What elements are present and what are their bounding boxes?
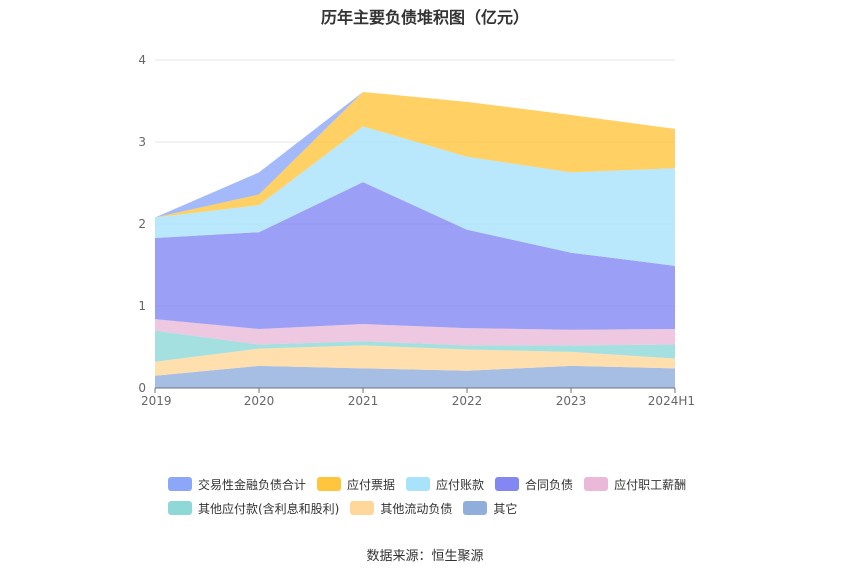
legend-item-employee-payable[interactable]: 应付职工薪酬 [584, 476, 686, 493]
legend-swatch [584, 477, 609, 491]
stacked-area-chart: 0 1 2 3 4 2019 2020 2021 2022 2023 2024H1 [138, 53, 695, 408]
legend-item-accounts-payable[interactable]: 应付账款 [406, 476, 484, 493]
area-series [155, 365, 675, 388]
legend-swatch [168, 501, 192, 515]
chart-title: 历年主要负债堆积图（亿元） [320, 8, 529, 27]
legend-item-contract-liabilities[interactable]: 合同负债 [495, 476, 573, 493]
legend-label: 其他流动负债 [380, 501, 453, 516]
legend-label: 合同负债 [525, 477, 574, 492]
legend-label: 交易性金融负债合计 [198, 477, 307, 492]
legend-swatch [463, 501, 488, 515]
area-series [155, 182, 675, 330]
legend-item-other-payables[interactable]: 其他应付款(含利息和股利) [168, 500, 339, 517]
legend-row-1: 交易性金融负债合计 应付票据 应付账款 合同负债 应付职工薪酬 [168, 472, 728, 496]
legend-swatch [350, 501, 375, 515]
area-series [155, 319, 675, 346]
x-tick-label: 2022 [452, 394, 483, 408]
x-tick-label: 2019 [141, 394, 172, 408]
y-tick-label: 3 [138, 135, 146, 149]
x-tick-label: 2024H1 [648, 394, 695, 408]
legend-swatch [317, 477, 342, 491]
legend-item-notes-payable[interactable]: 应付票据 [317, 476, 395, 493]
legend-label: 应付账款 [436, 477, 485, 492]
area-series [155, 345, 675, 376]
legend-item-others[interactable]: 其它 [463, 500, 517, 517]
y-tick-label: 0 [138, 381, 146, 395]
y-tick-label: 2 [138, 217, 146, 231]
legend-swatch [406, 477, 431, 491]
area-series [155, 91, 675, 218]
legend: 交易性金融负债合计 应付票据 应付账款 合同负债 应付职工薪酬 其他应付款(含利… [168, 472, 728, 520]
area-series [155, 91, 675, 218]
area-series [155, 330, 675, 362]
x-tick-label: 2020 [244, 394, 275, 408]
legend-swatch [168, 477, 192, 491]
x-tick-label: 2021 [348, 394, 379, 408]
legend-label: 其他应付款(含利息和股利) [198, 501, 340, 516]
legend-row-2: 其他应付款(含利息和股利) 其他流动负债 其它 [168, 496, 728, 520]
x-tick-label: 2023 [556, 394, 587, 408]
legend-label: 应付票据 [347, 477, 396, 492]
legend-item-other-current-liabilities[interactable]: 其他流动负债 [350, 500, 452, 517]
legend-item-trading-financial-liabilities[interactable]: 交易性金融负债合计 [168, 476, 306, 493]
legend-swatch [495, 477, 520, 491]
y-tick-label: 4 [138, 53, 146, 67]
y-tick-label: 1 [138, 299, 146, 313]
data-source: 数据来源：恒生聚源 [366, 549, 484, 564]
area-series [155, 126, 675, 266]
legend-label: 其它 [493, 501, 518, 516]
legend-label: 应付职工薪酬 [614, 477, 687, 492]
